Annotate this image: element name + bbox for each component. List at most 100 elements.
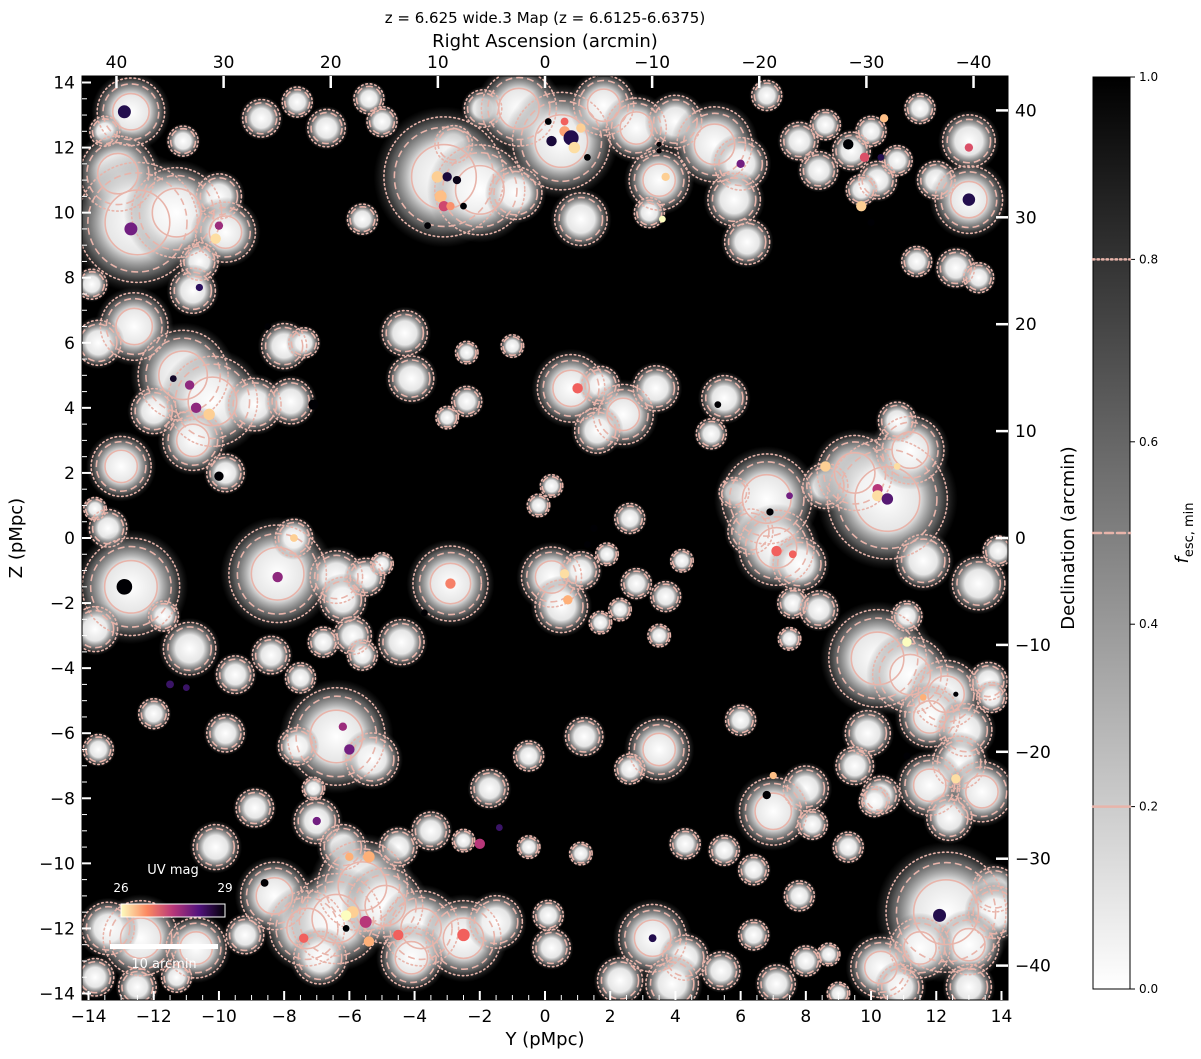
contour-0.8 (480, 76, 558, 147)
ionized-region (754, 961, 799, 1000)
contour-0.5 (812, 111, 839, 138)
contour-0.8 (89, 115, 121, 148)
x-tick-label: −4 (402, 1007, 427, 1027)
contour-0.8 (82, 957, 115, 997)
contour-0.5 (134, 391, 174, 431)
contour-0.5 (835, 134, 868, 168)
contour-0.5 (949, 967, 989, 1000)
contour-0.8 (975, 681, 1008, 714)
contour-0.5 (349, 736, 395, 782)
contour-0.5 (453, 830, 474, 851)
contour-0.8 (777, 626, 802, 651)
contour-0.5 (236, 532, 319, 615)
galaxy-point (169, 375, 177, 382)
contour-0.8 (564, 716, 604, 757)
contour-0.5 (355, 85, 383, 112)
contour-0.5 (349, 205, 376, 233)
contour-0.2 (103, 559, 158, 614)
galaxy-point (546, 135, 557, 147)
ionized-region (733, 771, 813, 851)
contour-0.8 (982, 535, 1008, 567)
contour-0.8 (166, 355, 259, 448)
contour-0.8 (117, 967, 157, 1000)
contour-0.5 (728, 460, 805, 537)
contour-0.8 (900, 245, 933, 278)
contour-0.5 (893, 602, 921, 630)
contour-0.8 (875, 415, 945, 485)
galaxy-point (563, 595, 573, 605)
contour-0.5 (254, 638, 288, 672)
galaxy-point (590, 524, 598, 532)
contour-0.5 (956, 561, 1002, 607)
contour-0.8 (938, 913, 1000, 976)
galaxy-point (452, 175, 462, 185)
contour-0.8 (605, 97, 668, 159)
galaxy-point (867, 218, 875, 227)
contour-0.8 (532, 899, 565, 932)
contour-0.8 (307, 626, 340, 658)
contour-0.2 (255, 876, 294, 915)
galaxy-point (962, 193, 976, 206)
contour-0.8 (861, 775, 901, 815)
galaxy-point (568, 141, 581, 154)
contour-0.5 (972, 664, 1005, 698)
contour-0.2 (642, 732, 677, 767)
contour-0.8 (192, 823, 239, 871)
scale-bar-line (110, 944, 218, 949)
contour-0.8 (225, 915, 265, 955)
ionized-region (115, 964, 160, 1000)
contour-0.5 (610, 102, 662, 154)
contour-0.2 (964, 774, 999, 809)
contour-0.5 (169, 127, 197, 155)
x-tick-label: 6 (735, 1007, 746, 1027)
galaxy-point (214, 221, 224, 230)
contour-0.8 (926, 794, 973, 842)
contour-0.2 (429, 562, 472, 605)
galaxy-point (203, 408, 215, 421)
contour-0.5 (731, 512, 770, 551)
contour-0.5 (956, 766, 1008, 818)
contour-0.5 (542, 359, 600, 418)
contour-0.8 (520, 546, 583, 608)
contour-0.5 (786, 882, 813, 910)
contour-0.8 (179, 241, 219, 281)
contour-0.5 (535, 902, 562, 929)
contour-0.5 (623, 909, 682, 967)
contour-0.8 (526, 493, 551, 518)
contour-0.8 (450, 385, 483, 418)
contour-0.5 (298, 880, 375, 957)
contour-0.5 (290, 329, 317, 356)
contour-0.8 (88, 508, 128, 548)
galaxy-point (460, 202, 467, 210)
scale-bar-label: 10 arcmin (131, 957, 196, 972)
contour-0.5 (91, 511, 125, 545)
galaxy-point (166, 680, 174, 689)
contour-0.8 (968, 661, 1008, 701)
contour-0.5 (303, 778, 324, 799)
contour-0.5 (441, 151, 518, 228)
contour-0.8 (628, 718, 690, 781)
contour-0.8 (799, 150, 839, 190)
right-tick-label: 10 (1015, 422, 1037, 442)
galaxy-point (184, 380, 195, 390)
contour-0.2 (754, 792, 793, 831)
y-tick-label: −12 (39, 919, 75, 939)
galaxy-point (210, 233, 221, 244)
contour-0.8 (898, 754, 961, 817)
contour-0.2 (111, 92, 150, 131)
contour-0.5 (228, 918, 262, 952)
colorbar-tick-label: 0.0 (1139, 982, 1158, 996)
contour-0.8 (195, 173, 243, 220)
colorbar-tick-label: 0.6 (1139, 435, 1158, 449)
contour-0.8 (701, 374, 748, 422)
contour-0.8 (412, 545, 489, 622)
contour-0.8 (904, 92, 936, 125)
contour-0.5 (786, 769, 826, 808)
axes: −14 −12 −10 −8 −6 −4 −2 0 2 4 6 8 10 12 14−14−12−10−8−… (39, 53, 1051, 1027)
contour-0.8 (147, 600, 180, 632)
contour-0.8 (454, 340, 479, 365)
contour-0.8 (531, 928, 572, 968)
galaxy-point (420, 609, 428, 617)
contour-0.5 (578, 79, 630, 131)
right-axis-label: Declination (arcmin) (1058, 446, 1079, 629)
